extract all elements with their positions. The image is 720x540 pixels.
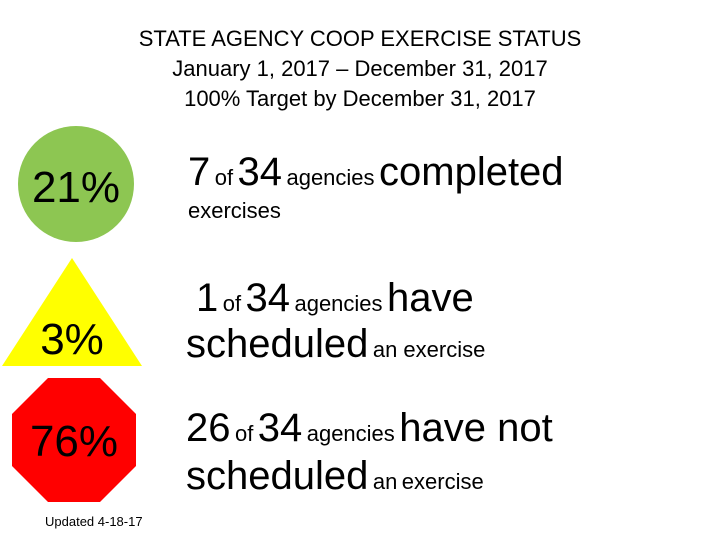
date-range: January 1, 2017 – December 31, 2017 (172, 56, 548, 81)
scheduled-triangle-icon: 3% (2, 258, 142, 366)
completed-total: 34 (237, 150, 283, 194)
updated-date: Updated 4-18-17 (45, 514, 143, 529)
completed-status-big: completed (379, 150, 564, 194)
scheduled-of: of (222, 291, 242, 316)
not-scheduled-status-big: have not (399, 406, 553, 450)
target-text: 100% Target by December 31, 2017 (184, 86, 536, 111)
not-scheduled-status-small1: an (372, 469, 398, 494)
completed-status-small: exercises (188, 198, 281, 223)
page-title-block: STATE AGENCY COOP EXERCISE STATUS Januar… (0, 24, 720, 114)
scheduled-status-small: an exercise (372, 337, 486, 362)
not-scheduled-percent: 76% (29, 417, 119, 466)
scheduled-status-big2: scheduled (186, 322, 369, 366)
scheduled-agencies: agencies (294, 291, 383, 316)
scheduled-status-line1: 1 of 34 agencies have (196, 276, 474, 321)
not-scheduled-octagon-icon: 76% (12, 378, 136, 502)
page-title: STATE AGENCY COOP EXERCISE STATUS (138, 26, 582, 51)
not-scheduled-status-line2: scheduled an exercise (186, 454, 484, 499)
scheduled-status-line2: scheduled an exercise (186, 322, 485, 367)
not-scheduled-of: of (234, 421, 254, 446)
completed-status-line1: 7 of 34 agencies completed (188, 150, 564, 195)
not-scheduled-total: 34 (257, 406, 303, 450)
not-scheduled-status-line1: 26 of 34 agencies have not (186, 406, 553, 451)
completed-of: of (214, 165, 234, 190)
completed-count: 7 (188, 150, 211, 194)
completed-agencies: agencies (286, 165, 375, 190)
not-scheduled-count: 26 (186, 406, 231, 450)
not-scheduled-status-big2: scheduled (186, 454, 369, 498)
scheduled-count: 1 (196, 276, 219, 320)
scheduled-status-big: have (387, 276, 474, 320)
not-scheduled-status-small2: exercise (401, 469, 484, 494)
completed-percent: 21% (31, 163, 121, 212)
scheduled-total: 34 (245, 276, 291, 320)
scheduled-percent: 3% (40, 315, 104, 364)
completed-circle-icon: 21% (18, 126, 134, 242)
not-scheduled-agencies: agencies (306, 421, 395, 446)
